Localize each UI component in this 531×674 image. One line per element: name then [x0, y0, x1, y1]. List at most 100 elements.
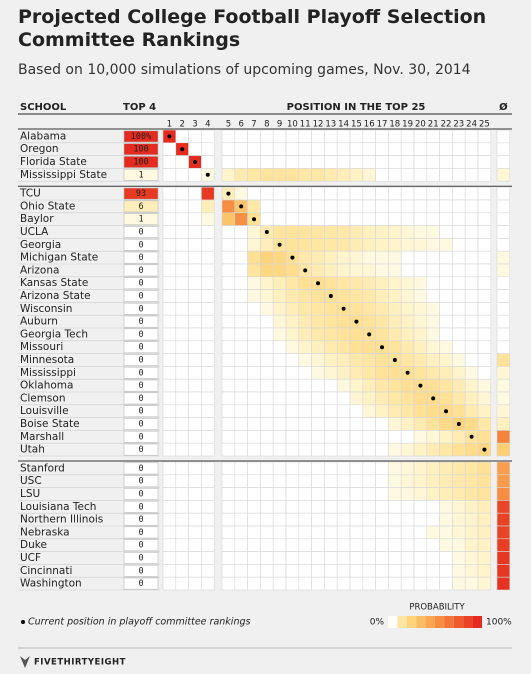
heat-cell [311, 199, 325, 214]
top4-cell [123, 539, 159, 552]
heat-cell [452, 366, 466, 380]
heat-cell [464, 576, 479, 591]
heat-cell [400, 327, 415, 342]
heat-cell [175, 500, 189, 514]
heat-cell [426, 302, 440, 316]
heat-cell [260, 314, 274, 329]
heat-cell [260, 378, 274, 393]
legend-max: 100% [486, 618, 512, 628]
heat-cell [336, 500, 351, 514]
heat-cell [426, 276, 440, 290]
heat-cell [247, 199, 261, 214]
heat-cell [234, 442, 248, 457]
heat-cell [285, 186, 300, 201]
heat-cell [362, 314, 376, 329]
heat-cell [336, 564, 351, 578]
heat-cell [388, 238, 402, 252]
heat-cell [162, 353, 177, 367]
heat-cell [188, 576, 202, 591]
current-dot [354, 319, 359, 324]
heat-cell [311, 564, 325, 578]
heat-cell [221, 263, 236, 278]
heat-cell [400, 199, 415, 214]
team-name: Marshall [20, 431, 64, 443]
heat-cell [336, 487, 351, 501]
heat-cell [234, 353, 248, 367]
heat-cell [247, 551, 261, 565]
heat-cell [201, 353, 215, 367]
heat-cell [272, 366, 287, 380]
top4-cell [123, 379, 159, 392]
heat-cell [477, 512, 492, 527]
heat-cell [496, 512, 511, 527]
top4-label: 93 [136, 189, 146, 199]
current-dot [367, 332, 372, 337]
heat-cell [375, 474, 389, 488]
heat-cell [400, 212, 415, 226]
heat-cell [388, 564, 402, 578]
heat-cell [362, 474, 376, 488]
heat-cell [336, 225, 351, 239]
current-dot [264, 230, 269, 234]
top4-label: 0 [138, 330, 143, 340]
heat-cell [452, 430, 466, 444]
current-dot [328, 294, 333, 298]
current-dot [469, 434, 474, 439]
heat-cell [413, 302, 428, 316]
heat-cell [247, 430, 261, 444]
heat-cell [188, 417, 202, 431]
heat-cell [349, 500, 364, 514]
team-name: LSU [20, 488, 40, 500]
heat-cell [201, 538, 215, 552]
heat-cell [496, 366, 511, 380]
heat-cell [162, 199, 177, 214]
heat-cell [260, 525, 274, 540]
heat-cell [272, 263, 287, 278]
heat-cell [336, 551, 351, 565]
heat-cell [375, 327, 389, 342]
heat-cell [285, 404, 300, 418]
heat-cell [464, 366, 479, 380]
top4-label: 0 [138, 464, 143, 474]
heat-cell [175, 525, 189, 540]
heat-cell [452, 225, 466, 239]
heat-cell [162, 168, 177, 182]
heat-cell [324, 404, 338, 418]
heat-cell [247, 186, 261, 201]
heat-cell [400, 250, 415, 265]
heat-cell [234, 250, 248, 265]
top4-cell [123, 328, 159, 341]
heat-cell [477, 391, 492, 406]
heat-cell [426, 155, 440, 169]
heat-cell [400, 314, 415, 329]
heat-cell [496, 168, 511, 182]
team-name: Duke [20, 539, 47, 551]
heat-cell [234, 302, 248, 316]
heat-cell [201, 551, 215, 565]
team-name: Mississippi [20, 367, 76, 379]
heat-cell [400, 564, 415, 578]
top4-cell [123, 526, 159, 539]
heat-cell [477, 314, 492, 329]
heat-cell [336, 512, 351, 527]
heat-cell [272, 199, 287, 214]
heat-cell [272, 404, 287, 418]
heat-cell [375, 512, 389, 527]
heat-cell [426, 289, 440, 303]
heat-cell [400, 576, 415, 591]
heat-cell [201, 302, 215, 316]
heat-cell [452, 250, 466, 265]
heat-cell [162, 302, 177, 316]
heat-cell [260, 551, 274, 565]
heat-cell [362, 129, 376, 144]
heat-cell [388, 378, 402, 393]
heat-cell [336, 442, 351, 457]
heat-cell [477, 212, 492, 226]
heat-cell [162, 366, 177, 380]
heat-cell [413, 250, 428, 265]
heat-cell [311, 404, 325, 418]
heat-cell [272, 378, 287, 393]
heat-cell [162, 474, 177, 488]
heat-cell [311, 353, 325, 367]
heat-cell [426, 576, 440, 591]
